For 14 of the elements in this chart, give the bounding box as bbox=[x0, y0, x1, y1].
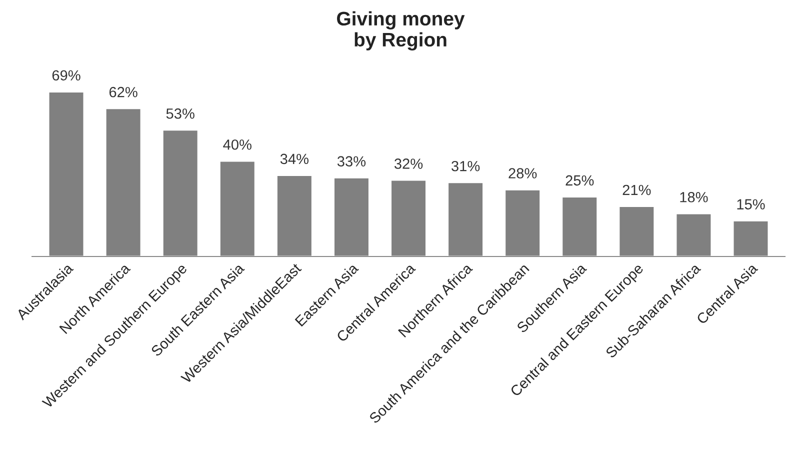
data-label: 31% bbox=[452, 160, 480, 172]
data-label: 34% bbox=[280, 154, 309, 164]
data-label: 28% bbox=[508, 168, 537, 178]
data-label: 40% bbox=[223, 139, 252, 150]
data-label: 21% bbox=[622, 184, 651, 196]
chart-title: Giving money by Region bbox=[337, 11, 465, 50]
data-label: 25% bbox=[566, 175, 594, 186]
data-label: 15% bbox=[737, 199, 765, 210]
data-label: 33% bbox=[337, 156, 366, 166]
data-label: 69% bbox=[52, 70, 80, 81]
data-label: 18% bbox=[680, 192, 708, 202]
data-label: 62% bbox=[109, 86, 138, 98]
data-label: 32% bbox=[394, 158, 423, 169]
data-label: 53% bbox=[166, 108, 194, 119]
